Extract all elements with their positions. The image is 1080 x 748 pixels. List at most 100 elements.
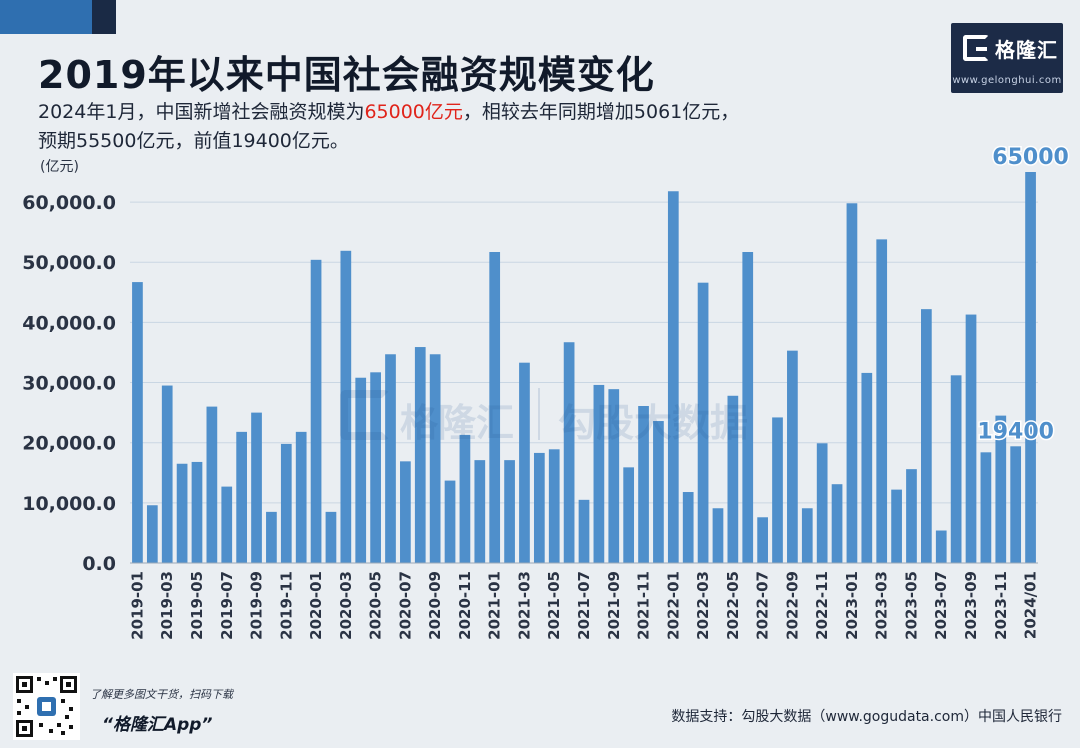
x-tick-label: 2021-07 bbox=[575, 571, 593, 640]
x-tick-label: 2023-09 bbox=[962, 571, 980, 640]
bar-2020-07 bbox=[400, 461, 411, 563]
x-tick-label: 2021-05 bbox=[545, 571, 563, 640]
x-tick-label: 2021-03 bbox=[515, 571, 533, 640]
subtitle-prefix: 2024年1月，中国新增社会融资规模为 bbox=[38, 101, 365, 123]
x-tick-label: 2020-09 bbox=[426, 571, 444, 640]
x-tick-label: 2019-11 bbox=[277, 571, 295, 640]
x-tick-label: 2020-07 bbox=[396, 571, 414, 640]
bar-2021-11 bbox=[638, 405, 649, 563]
bar-2020-09 bbox=[429, 354, 441, 563]
x-tick-label: 2023-05 bbox=[902, 571, 920, 640]
gelonghui-logo: 格隆汇 www.gelonghui.com bbox=[951, 23, 1063, 93]
bar-2023-08 bbox=[950, 375, 962, 563]
x-tick-label: 2023-03 bbox=[873, 571, 891, 640]
bar-2022-08 bbox=[772, 417, 783, 563]
bar-2021-05 bbox=[548, 449, 560, 563]
x-tick-label: 2019-07 bbox=[218, 571, 236, 640]
x-tick-label: 2019-05 bbox=[188, 571, 206, 640]
bar-2019-01 bbox=[132, 282, 143, 563]
bar-2020-05 bbox=[370, 372, 381, 563]
bar-2022-11 bbox=[816, 443, 828, 563]
y-axis-ticks: 0.0 10,000.0 20,000.0 30,000.0 40,000.0 50,00… bbox=[22, 192, 116, 575]
bar-2023-03 bbox=[876, 239, 888, 563]
bar-2019-05 bbox=[191, 461, 203, 563]
x-tick-label: 2021-11 bbox=[635, 571, 653, 640]
bar-2021-09 bbox=[608, 389, 620, 563]
bar-2023-04 bbox=[891, 489, 902, 563]
bar-2020-03 bbox=[340, 250, 352, 563]
x-tick-label: 2020-01 bbox=[307, 571, 325, 640]
bar-2022-06 bbox=[742, 252, 754, 563]
bar-2022-05 bbox=[727, 395, 739, 563]
bar-2022-07 bbox=[757, 517, 768, 563]
x-tick-label: 2022-01 bbox=[664, 571, 682, 640]
qr-code-icon[interactable] bbox=[13, 673, 80, 740]
logo-url: www.gelonghui.com bbox=[952, 75, 1062, 86]
x-tick-label: 2020-05 bbox=[367, 571, 385, 640]
bar-2021-12 bbox=[653, 421, 664, 563]
bar-2021-10 bbox=[623, 467, 635, 563]
y-tick-label: 30,000.0 bbox=[22, 373, 116, 395]
x-tick-label: 2022-07 bbox=[754, 571, 772, 640]
bar-2023-10 bbox=[980, 452, 992, 563]
bar-2019-07 bbox=[221, 486, 233, 563]
y-axis-unit: (亿元) bbox=[40, 159, 79, 175]
bar-2022-10 bbox=[801, 508, 813, 563]
bar-2019-04 bbox=[176, 463, 188, 563]
bar-2020-02 bbox=[325, 511, 337, 563]
bar-2020-04 bbox=[355, 377, 367, 563]
x-tick-label: 2023-07 bbox=[932, 571, 950, 640]
bar-2022-12 bbox=[831, 484, 843, 563]
data-source: 数据支持：勾股大数据（www.gogudata.com）中国人民银行 bbox=[671, 709, 1062, 725]
x-tick-label: 2022-03 bbox=[694, 571, 712, 640]
bar-2021-07 bbox=[578, 499, 590, 563]
x-tick-label: 2020-03 bbox=[337, 571, 355, 640]
bar-2023-02 bbox=[861, 372, 873, 563]
bar-2021-02 bbox=[504, 460, 515, 563]
bar-2020-12 bbox=[474, 460, 486, 563]
y-tick-label: 20,000.0 bbox=[22, 433, 116, 455]
bar-2021-06 bbox=[563, 342, 575, 563]
x-tick-label: 2023-11 bbox=[992, 571, 1010, 640]
footer-tagline: 了解更多图文干货，扫码下载 bbox=[90, 688, 233, 701]
top-accent-bar bbox=[0, 0, 92, 34]
x-axis-ticks: 2019-01 2019-03 2019-05 2019-07 2019-09 2019-… bbox=[128, 571, 1039, 640]
x-tick-label: 2022-09 bbox=[783, 571, 801, 640]
bar-2021-08 bbox=[593, 384, 605, 563]
subtitle-highlight-value: 65000亿元 bbox=[364, 101, 463, 123]
bars bbox=[130, 172, 1038, 564]
data-label: 19400 bbox=[977, 419, 1054, 444]
x-tick-label: 2019-09 bbox=[248, 571, 266, 640]
x-tick-label: 2021-09 bbox=[605, 571, 623, 640]
chart-subtitle: 2024年1月，中国新增社会融资规模为65000亿元，相较去年同期增加5061亿… bbox=[38, 98, 898, 156]
bar-2022-01 bbox=[667, 191, 679, 563]
y-tick-label: 10,000.0 bbox=[22, 493, 116, 515]
bar-2020-01 bbox=[310, 259, 322, 563]
bar-2020-11 bbox=[459, 434, 471, 563]
bar-annotations: 19400 65000 bbox=[976, 144, 1070, 446]
bar-2022-04 bbox=[712, 508, 724, 563]
x-tick-label: 2019-01 bbox=[128, 571, 146, 640]
logo-name: 格隆汇 bbox=[995, 38, 1058, 62]
x-tick-label: 2021-01 bbox=[486, 571, 504, 640]
bar-2019-06 bbox=[206, 406, 218, 563]
x-tick-label: 2022-11 bbox=[813, 571, 831, 640]
footer-app-name: “格隆汇App” bbox=[102, 715, 213, 735]
bar-2021-04 bbox=[533, 452, 545, 563]
bar-2023-09 bbox=[965, 314, 977, 563]
bar-2023-12 bbox=[1010, 446, 1022, 563]
bar-2019-10 bbox=[266, 511, 277, 563]
x-tick-label: 2024/01 bbox=[1022, 571, 1040, 639]
data-label: 65000 bbox=[992, 145, 1069, 170]
y-tick-label: 50,000.0 bbox=[22, 252, 116, 274]
bar-2023-11 bbox=[995, 415, 1007, 563]
bar-2020-06 bbox=[385, 354, 396, 563]
bar-2022-02 bbox=[682, 492, 694, 563]
subtitle-line2: 预期55500亿元，前值19400亿元。 bbox=[38, 130, 349, 152]
bar-2023-05 bbox=[906, 469, 917, 563]
top-accent-bar-dark bbox=[92, 0, 116, 34]
x-tick-label: 2023-01 bbox=[843, 571, 861, 640]
bar-2023-01 bbox=[846, 203, 858, 563]
bar-2021-03 bbox=[519, 362, 530, 563]
